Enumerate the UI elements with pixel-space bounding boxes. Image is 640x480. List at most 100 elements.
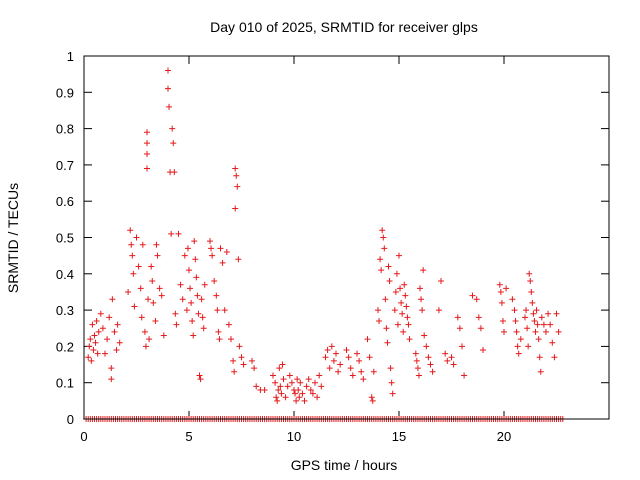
data-point	[92, 339, 99, 346]
data-point	[380, 234, 387, 241]
data-point	[527, 278, 534, 285]
data-point	[199, 314, 206, 321]
data-point	[534, 321, 541, 328]
data-point	[169, 125, 176, 132]
data-point	[403, 303, 410, 310]
y-tick-label: 0.4	[56, 267, 74, 282]
data-point	[525, 343, 532, 350]
data-point	[249, 357, 255, 364]
data-point	[158, 292, 165, 299]
data-point	[235, 256, 242, 263]
data-point	[318, 383, 325, 390]
data-point	[253, 383, 260, 390]
data-point	[316, 372, 323, 379]
data-point	[425, 354, 432, 361]
data-point	[540, 321, 547, 328]
data-point	[532, 328, 539, 335]
data-point	[305, 376, 312, 383]
data-point	[168, 230, 175, 237]
data-point	[386, 278, 393, 285]
data-point	[475, 314, 482, 321]
data-point	[154, 252, 161, 259]
data-point	[438, 278, 444, 285]
data-point	[417, 285, 423, 292]
data-point	[172, 310, 179, 317]
data-point	[166, 103, 173, 110]
data-point	[442, 350, 449, 357]
data-point	[219, 259, 226, 266]
data-point	[179, 296, 186, 303]
data-point	[165, 85, 171, 92]
data-point	[397, 285, 404, 292]
axis-ticks: 00.10.20.30.40.50.60.70.80.910 5 10 15 20	[56, 49, 609, 444]
data-point	[370, 368, 377, 375]
data-point	[303, 383, 310, 390]
data-point	[497, 288, 504, 295]
data-point	[186, 267, 192, 274]
data-point	[543, 328, 549, 335]
data-point	[102, 350, 108, 357]
data-point	[538, 314, 545, 321]
data-point	[412, 350, 419, 357]
y-tick-label: 0.3	[56, 303, 74, 318]
data-point	[415, 372, 422, 379]
data-point	[503, 285, 510, 292]
data-point	[279, 361, 286, 368]
data-point	[261, 386, 268, 393]
x-axis-label: GPS time / hours	[291, 457, 398, 473]
data-point	[391, 307, 398, 314]
data-point	[406, 336, 413, 343]
data-point	[273, 394, 280, 401]
data-point	[314, 394, 321, 401]
data-point	[93, 317, 100, 324]
data-point	[225, 321, 232, 328]
data-point	[171, 169, 178, 176]
data-point	[528, 288, 535, 295]
y-tick-label: 0.9	[56, 85, 74, 100]
data-point	[387, 365, 394, 372]
data-point	[326, 365, 333, 372]
data-point	[125, 288, 132, 295]
data-point	[473, 296, 480, 303]
data-point	[309, 390, 316, 397]
data-point	[394, 321, 401, 328]
data-point	[144, 151, 150, 158]
data-point	[116, 339, 123, 346]
data-point	[296, 394, 303, 401]
data-point	[401, 281, 408, 288]
data-point	[146, 336, 153, 343]
data-point	[234, 183, 241, 190]
data-point	[201, 281, 208, 288]
data-point	[209, 252, 216, 259]
data-point	[514, 343, 521, 350]
data-point	[512, 317, 519, 324]
data-point	[228, 336, 234, 343]
data-point	[207, 238, 213, 245]
data-point	[501, 328, 507, 335]
data-point	[213, 292, 220, 299]
data-point	[461, 372, 468, 379]
data-point	[99, 325, 106, 332]
data-point	[94, 350, 101, 357]
data-point	[208, 245, 215, 252]
data-point	[216, 336, 223, 343]
data-point	[173, 321, 180, 328]
data-point	[148, 263, 155, 270]
data-point	[529, 299, 536, 306]
data-point	[399, 310, 406, 317]
data-point	[190, 332, 197, 339]
data-point	[184, 245, 191, 252]
data-point	[108, 376, 115, 383]
data-point	[513, 328, 520, 335]
data-point	[435, 307, 442, 314]
plot-frame	[83, 55, 610, 420]
data-point	[141, 328, 148, 335]
data-point	[198, 296, 205, 303]
data-point	[144, 129, 150, 136]
data-point	[295, 386, 302, 393]
data-point	[272, 379, 279, 386]
data-point	[106, 314, 113, 321]
data-point	[388, 379, 395, 386]
data-point	[511, 307, 518, 314]
data-point	[150, 299, 157, 306]
